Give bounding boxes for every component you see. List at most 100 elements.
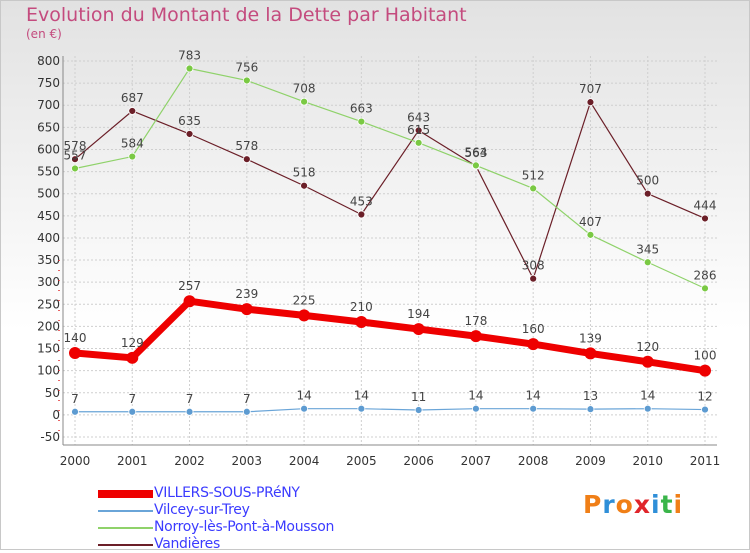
data-label: 444 bbox=[694, 198, 717, 212]
data-point bbox=[586, 230, 595, 239]
data-point bbox=[126, 351, 139, 364]
logo-letter: i bbox=[673, 490, 684, 519]
data-point bbox=[355, 315, 368, 328]
data-point bbox=[414, 126, 423, 135]
y-tick-label: 250 bbox=[37, 297, 60, 311]
series-line bbox=[75, 408, 706, 413]
y-tick-label: 300 bbox=[37, 275, 60, 289]
data-point bbox=[128, 152, 137, 161]
data-point bbox=[701, 405, 709, 414]
logo-letter: o bbox=[615, 490, 634, 519]
data-point bbox=[412, 323, 425, 336]
data-point bbox=[586, 98, 595, 107]
x-tick-label: 2005 bbox=[346, 454, 377, 468]
y-tick-label: 450 bbox=[37, 209, 60, 223]
y-tick-label: 50 bbox=[45, 386, 60, 400]
data-label: 100 bbox=[694, 349, 717, 363]
y-tick-label: 600 bbox=[37, 142, 60, 156]
data-label: 557 bbox=[64, 148, 87, 162]
data-label: 783 bbox=[178, 49, 201, 63]
x-tick-label: 2001 bbox=[117, 454, 148, 468]
data-point bbox=[357, 404, 366, 413]
legend-label: Vilcey-sur-Trey bbox=[154, 502, 250, 518]
data-point bbox=[701, 214, 709, 223]
y-tick-label: 200 bbox=[37, 319, 60, 333]
y-tick-label: 400 bbox=[37, 231, 60, 245]
data-label: 7 bbox=[243, 392, 251, 406]
data-point bbox=[643, 258, 652, 267]
proxiti-logo: Proxiti bbox=[583, 490, 683, 519]
series-line bbox=[74, 297, 706, 375]
y-tick-label: 350 bbox=[37, 253, 60, 267]
data-label: 7 bbox=[128, 392, 136, 406]
data-point bbox=[699, 364, 711, 377]
data-point bbox=[529, 184, 538, 193]
data-label: 578 bbox=[235, 139, 258, 153]
x-tick-label: 2004 bbox=[289, 454, 320, 468]
data-point bbox=[701, 284, 709, 293]
data-label: 14 bbox=[640, 389, 655, 403]
data-point bbox=[472, 404, 480, 413]
data-point bbox=[71, 155, 79, 164]
data-label: 756 bbox=[235, 60, 258, 74]
data-point bbox=[128, 407, 137, 416]
x-tick-label: 2006 bbox=[403, 454, 434, 468]
data-point bbox=[69, 346, 81, 359]
data-label: 286 bbox=[694, 268, 717, 282]
data-point bbox=[414, 406, 423, 414]
y-tick-label: 550 bbox=[37, 165, 60, 179]
legend-label: Norroy-lès-Pont-à-Mousson bbox=[154, 519, 335, 535]
y-tick-label: 650 bbox=[37, 120, 60, 134]
data-label: 139 bbox=[579, 331, 602, 345]
legend-swatch bbox=[98, 490, 153, 498]
data-point bbox=[584, 347, 597, 360]
logo-letter: r bbox=[602, 490, 616, 519]
legend-label: Vandières bbox=[154, 536, 220, 552]
x-tick-label: 2011 bbox=[690, 454, 721, 468]
data-point bbox=[641, 355, 654, 368]
logo-letter: P bbox=[583, 490, 603, 519]
x-tick-label: 2002 bbox=[174, 454, 205, 468]
series-line bbox=[74, 67, 706, 289]
data-label: 635 bbox=[178, 114, 201, 128]
data-label: 308 bbox=[522, 259, 545, 273]
data-point bbox=[185, 64, 194, 73]
data-point bbox=[242, 407, 251, 416]
data-point bbox=[242, 155, 251, 164]
x-tick-label: 2009 bbox=[575, 454, 606, 468]
data-point bbox=[185, 130, 194, 138]
data-label: 345 bbox=[636, 242, 659, 256]
data-label: 707 bbox=[579, 82, 602, 96]
data-label: 160 bbox=[522, 322, 545, 336]
data-point bbox=[586, 405, 595, 414]
data-point bbox=[300, 97, 308, 106]
data-label: 500 bbox=[636, 174, 659, 188]
data-point bbox=[183, 295, 196, 308]
data-label: 708 bbox=[293, 82, 316, 96]
data-label: 257 bbox=[178, 279, 201, 293]
data-label: 178 bbox=[464, 314, 487, 328]
data-label: 7 bbox=[186, 392, 194, 406]
legend-swatch bbox=[98, 527, 153, 529]
data-point bbox=[242, 76, 251, 85]
data-label: 663 bbox=[350, 102, 373, 116]
data-label: 11 bbox=[411, 390, 426, 404]
y-tick-label: 500 bbox=[37, 187, 60, 201]
y-tick-label: 700 bbox=[37, 98, 60, 112]
data-point bbox=[240, 303, 253, 316]
data-point bbox=[298, 309, 311, 322]
y-tick-label: 750 bbox=[37, 76, 60, 90]
legend-swatch bbox=[98, 510, 153, 512]
data-label: 615 bbox=[407, 123, 430, 137]
data-point bbox=[357, 117, 366, 126]
legend-label: VILLERS-SOUS-PRéNY bbox=[154, 485, 300, 501]
data-label: 14 bbox=[354, 389, 369, 403]
data-point bbox=[469, 330, 482, 343]
y-tick-label: 0 bbox=[52, 408, 60, 422]
data-point bbox=[472, 161, 480, 170]
data-label: 14 bbox=[526, 389, 541, 403]
data-point bbox=[128, 107, 137, 115]
data-label: 14 bbox=[296, 389, 311, 403]
